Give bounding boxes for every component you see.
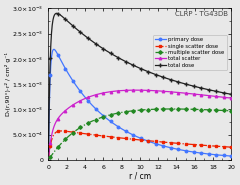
Text: CLRP - TG43DB: CLRP - TG43DB bbox=[174, 11, 228, 17]
Legend: primary dose, single scatter dose, multiple scatter dose, total scatter, total d: primary dose, single scatter dose, multi… bbox=[153, 35, 227, 70]
Y-axis label: Dᵣ(r,90°)·r² / cm² g⁻¹: Dᵣ(r,90°)·r² / cm² g⁻¹ bbox=[5, 52, 11, 116]
X-axis label: r / cm: r / cm bbox=[129, 171, 151, 180]
